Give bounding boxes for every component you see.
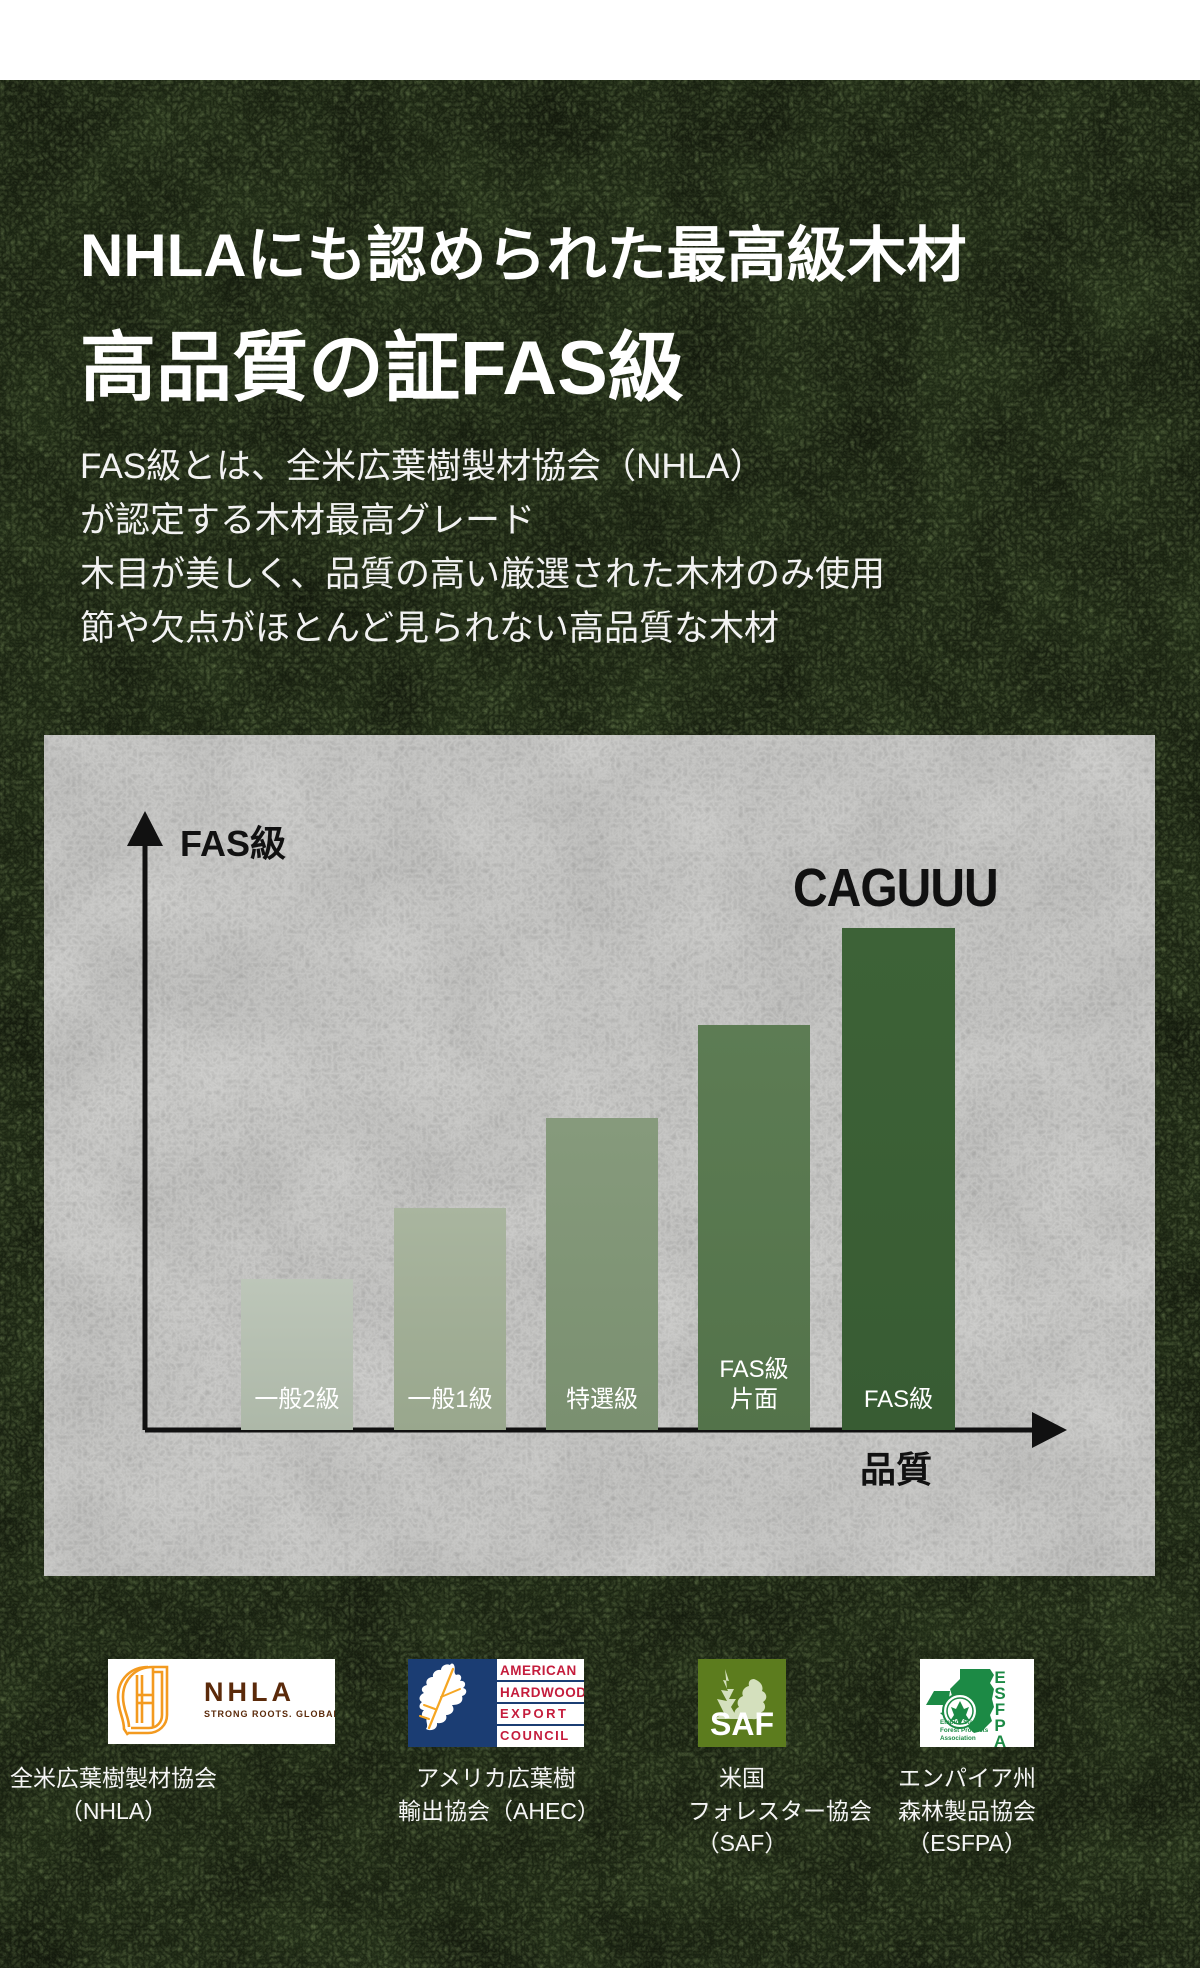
svg-text:Association: Association: [940, 1735, 976, 1742]
svg-text:SAF: SAF: [710, 1706, 774, 1742]
svg-text:COUNCIL: COUNCIL: [500, 1728, 570, 1743]
svg-text:STRONG ROOTS. GLOBAL REACH.: STRONG ROOTS. GLOBAL REACH.: [204, 1709, 335, 1719]
svg-text:Empire State: Empire State: [940, 1719, 979, 1726]
svg-text:HARDWOOD: HARDWOOD: [500, 1685, 584, 1700]
svg-text:AMERICAN: AMERICAN: [500, 1663, 577, 1678]
svg-text:A: A: [994, 1732, 1006, 1747]
svg-text:NHLA: NHLA: [204, 1677, 295, 1707]
svg-text:EXPORT: EXPORT: [500, 1706, 568, 1721]
svg-text:Forest Products: Forest Products: [940, 1727, 989, 1734]
